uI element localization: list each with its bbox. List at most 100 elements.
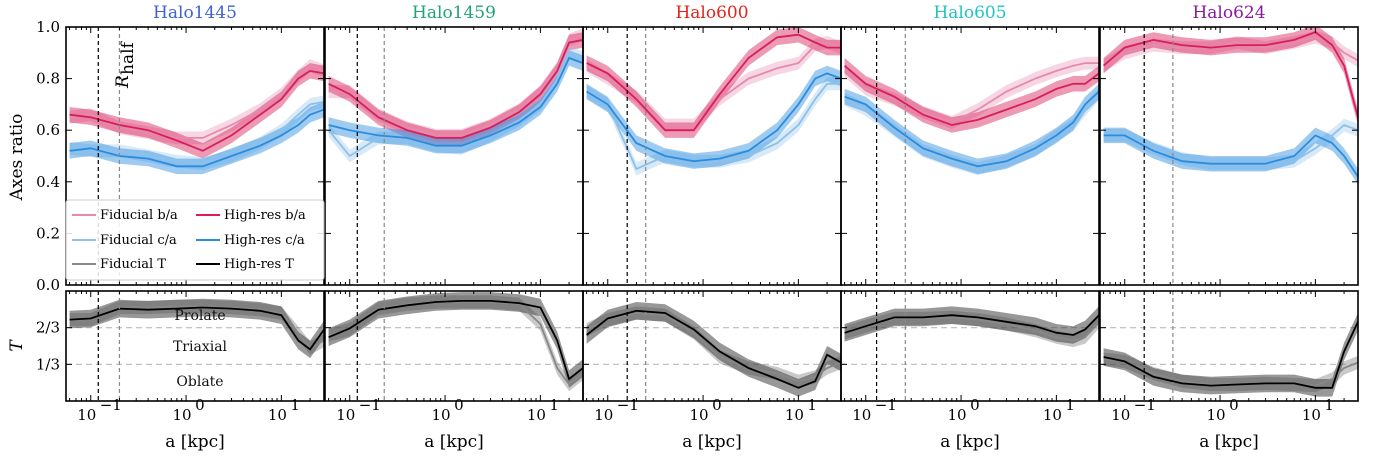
- legend-label-fid-ba: Fiducial b/a: [100, 208, 178, 223]
- band-hr-t: [69, 298, 324, 359]
- region-label-oblate: Oblate: [176, 374, 223, 390]
- line-hr-t: [1103, 321, 1358, 389]
- band-hr-t: [328, 292, 583, 388]
- band-hr-ba: [1103, 27, 1358, 125]
- line-fid-ba: [586, 41, 841, 126]
- x-ticks: [328, 27, 570, 401]
- x-tick-exponent: −1: [100, 396, 122, 414]
- line-fid-ca: [69, 100, 324, 165]
- bottom-frame: [1099, 290, 1359, 402]
- line-hr-ca: [1103, 134, 1358, 178]
- legend-label-fid-ca: Fiducial c/a: [100, 233, 177, 248]
- triaxiality-plot: [66, 291, 324, 401]
- x-tick-label: 10: [1302, 406, 1321, 424]
- x-tick-exponent: 0: [1229, 396, 1239, 414]
- panel-title: Halo605: [933, 3, 1006, 23]
- panel-title: Halo600: [675, 3, 748, 23]
- triaxiality-plot: [1100, 291, 1358, 401]
- band-fid-ba: [586, 36, 841, 132]
- line-hr-t: [844, 314, 1099, 336]
- band-hr-ba: [69, 63, 324, 159]
- x-axis-label: a [kpc]: [424, 432, 484, 452]
- x-tick-exponent: 1: [549, 396, 559, 414]
- line-fid-ba: [844, 62, 1099, 124]
- band-hr-ba: [844, 58, 1099, 133]
- x-tick-label: 10: [690, 406, 709, 424]
- legend-label-hr-ca: High-res c/a: [224, 233, 305, 248]
- band-fid-ba: [844, 56, 1099, 129]
- rhalf-subscript: half: [118, 40, 138, 75]
- axes-ratio-plot: [586, 27, 841, 285]
- legend-frame: [65, 199, 325, 281]
- x-tick-exponent: 0: [195, 396, 205, 414]
- line-hr-t: [69, 306, 324, 351]
- axes-ratio-plot: [844, 27, 1099, 285]
- x-tick-exponent: 1: [1324, 396, 1334, 414]
- bottom-frame: [840, 290, 1100, 402]
- line-hr-ca: [844, 90, 1099, 168]
- x-axis-label: a [kpc]: [940, 432, 1000, 452]
- y-tick-label: 0.6: [36, 121, 60, 139]
- top-ylabel: Axes ratio: [7, 114, 27, 202]
- band-hr-t: [844, 306, 1099, 344]
- band-hr-ca: [586, 65, 841, 169]
- panel-title: Halo1445: [153, 3, 237, 23]
- x-tick-label: 10: [1207, 406, 1226, 424]
- panel-title: Halo624: [1192, 3, 1265, 23]
- line-hr-t: [586, 309, 841, 389]
- axes-ratio-plot: [69, 27, 324, 285]
- bottom-frame: [65, 290, 325, 402]
- band-hr-ca: [328, 50, 583, 154]
- band-fid-ca: [844, 87, 1099, 176]
- legend-label-fid-t: Fiducial T: [100, 257, 166, 272]
- x-tick-label: 10: [594, 406, 613, 424]
- line-fid-ba: [69, 64, 324, 139]
- y-tick-label: 2/3: [36, 319, 60, 337]
- x-tick-exponent: −1: [875, 396, 897, 414]
- bottom-ylabel: T: [7, 339, 27, 352]
- panel-title: Halo1459: [412, 3, 496, 23]
- band-fid-ca: [586, 77, 841, 176]
- x-tick-exponent: −1: [617, 396, 639, 414]
- axes-ratio-plot: [327, 27, 583, 285]
- x-axis-label: a [kpc]: [1199, 432, 1259, 452]
- y-tick-label: 0.4: [36, 173, 60, 191]
- x-ticks: [844, 27, 1086, 401]
- x-tick-label: 10: [77, 406, 96, 424]
- x-tick-label: 10: [268, 406, 287, 424]
- y-tick-label: 1/3: [36, 355, 60, 373]
- region-label-triaxial: Triaxial: [173, 339, 228, 355]
- top-frame: [1099, 26, 1359, 286]
- band-fid-ba: [1103, 30, 1358, 73]
- x-axis-label: a [kpc]: [165, 432, 225, 452]
- x-tick-label: 10: [1111, 406, 1130, 424]
- line-hr-ba: [1103, 31, 1358, 118]
- x-tick-label: 10: [527, 406, 546, 424]
- y-tick-label: 1.0: [36, 18, 60, 36]
- x-tick-exponent: 1: [1065, 396, 1075, 414]
- line-fid-ca: [586, 82, 841, 171]
- line-fid-ba: [328, 33, 583, 137]
- triaxiality-plot: [325, 291, 583, 401]
- line-hr-ba: [586, 33, 841, 132]
- triaxiality-plot: [841, 291, 1099, 401]
- legend: Fiducial b/a High-res b/a Fiducial c/a H…: [65, 199, 325, 281]
- top-frame: [840, 26, 1100, 286]
- x-tick-exponent: 1: [807, 396, 817, 414]
- x-tick-label: 10: [336, 406, 355, 424]
- band-hr-ca: [1103, 127, 1358, 185]
- x-axis-label: a [kpc]: [682, 432, 742, 452]
- x-ticks: [1103, 27, 1345, 401]
- x-tick-exponent: −1: [359, 396, 381, 414]
- band-fid-ca: [69, 95, 324, 171]
- line-hr-ba: [69, 69, 324, 152]
- x-tick-label: 10: [432, 406, 451, 424]
- line-hr-ba: [328, 39, 583, 139]
